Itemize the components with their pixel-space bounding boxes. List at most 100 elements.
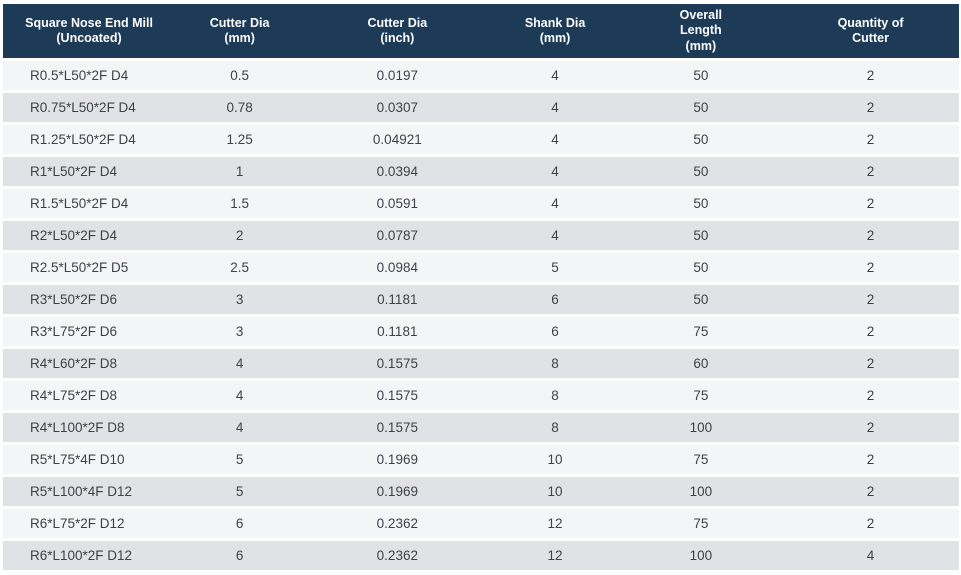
cell-model: R2*L50*2F D4 xyxy=(3,220,176,250)
cell-model: R5*L75*4F D10 xyxy=(3,444,176,474)
cell-cutter-dia-mm: 4 xyxy=(175,380,305,410)
cell-cutter-dia-inch: 0.2362 xyxy=(304,540,491,570)
cell-shank-dia: 4 xyxy=(490,92,620,122)
cell-model: R5*L100*4F D12 xyxy=(3,476,176,506)
cell-quantity: 2 xyxy=(782,252,959,282)
table-row: R6*L100*2F D12 6 0.2362 12 100 4 xyxy=(3,540,959,570)
cell-cutter-dia-mm: 0.78 xyxy=(175,92,305,122)
cell-overall-length: 50 xyxy=(619,156,783,186)
cell-overall-length: 100 xyxy=(619,412,783,442)
cell-cutter-dia-inch: 0.0787 xyxy=(304,220,491,250)
table-header: Square Nose End Mill (Uncoated) Cutter D… xyxy=(3,4,959,58)
table-row: R4*L100*2F D8 4 0.1575 8 100 2 xyxy=(3,412,959,442)
table-row: R1*L50*2F D4 1 0.0394 4 50 2 xyxy=(3,156,959,186)
cell-cutter-dia-inch: 0.1575 xyxy=(304,412,491,442)
end-mill-spec-table: Square Nose End Mill (Uncoated) Cutter D… xyxy=(3,1,959,573)
header-row: Square Nose End Mill (Uncoated) Cutter D… xyxy=(3,4,959,58)
cell-shank-dia: 4 xyxy=(490,60,620,90)
cell-model: R0.75*L50*2F D4 xyxy=(3,92,176,122)
cell-shank-dia: 8 xyxy=(490,412,620,442)
cell-cutter-dia-inch: 0.1181 xyxy=(304,316,491,346)
cell-cutter-dia-inch: 0.0591 xyxy=(304,188,491,218)
cell-model: R4*L75*2F D8 xyxy=(3,380,176,410)
cell-cutter-dia-mm: 0.5 xyxy=(175,60,305,90)
cell-overall-length: 75 xyxy=(619,380,783,410)
table-row: R4*L75*2F D8 4 0.1575 8 75 2 xyxy=(3,380,959,410)
cell-quantity: 2 xyxy=(782,444,959,474)
header-quantity: Quantity of Cutter xyxy=(782,4,959,58)
cell-quantity: 2 xyxy=(782,348,959,378)
cell-overall-length: 50 xyxy=(619,220,783,250)
header-shank-dia: Shank Dia (mm) xyxy=(490,4,620,58)
cell-cutter-dia-mm: 2 xyxy=(175,220,305,250)
cell-cutter-dia-mm: 3 xyxy=(175,316,305,346)
cell-cutter-dia-mm: 6 xyxy=(175,540,305,570)
cell-overall-length: 50 xyxy=(619,252,783,282)
cell-shank-dia: 8 xyxy=(490,380,620,410)
cell-shank-dia: 8 xyxy=(490,348,620,378)
cell-quantity: 2 xyxy=(782,220,959,250)
cell-shank-dia: 4 xyxy=(490,220,620,250)
cell-cutter-dia-inch: 0.1575 xyxy=(304,380,491,410)
cell-model: R0.5*L50*2F D4 xyxy=(3,60,176,90)
cell-shank-dia: 6 xyxy=(490,284,620,314)
cell-shank-dia: 12 xyxy=(490,508,620,538)
cell-cutter-dia-mm: 5 xyxy=(175,444,305,474)
table-row: R6*L75*2F D12 6 0.2362 12 75 2 xyxy=(3,508,959,538)
cell-cutter-dia-inch: 0.1181 xyxy=(304,284,491,314)
cell-model: R6*L100*2F D12 xyxy=(3,540,176,570)
cell-overall-length: 50 xyxy=(619,92,783,122)
cell-quantity: 2 xyxy=(782,380,959,410)
cell-shank-dia: 4 xyxy=(490,156,620,186)
header-product: Square Nose End Mill (Uncoated) xyxy=(3,4,176,58)
cell-overall-length: 75 xyxy=(619,316,783,346)
cell-shank-dia: 10 xyxy=(490,444,620,474)
table-row: R3*L75*2F D6 3 0.1181 6 75 2 xyxy=(3,316,959,346)
cell-model: R3*L75*2F D6 xyxy=(3,316,176,346)
cell-cutter-dia-inch: 0.1969 xyxy=(304,476,491,506)
cell-quantity: 2 xyxy=(782,124,959,154)
cell-shank-dia: 10 xyxy=(490,476,620,506)
cell-cutter-dia-inch: 0.0197 xyxy=(304,60,491,90)
cell-cutter-dia-mm: 2.5 xyxy=(175,252,305,282)
cell-overall-length: 100 xyxy=(619,540,783,570)
table-body: R0.5*L50*2F D4 0.5 0.0197 4 50 2 R0.75*L… xyxy=(3,60,959,570)
cell-cutter-dia-mm: 1.25 xyxy=(175,124,305,154)
cell-shank-dia: 4 xyxy=(490,188,620,218)
cell-overall-length: 75 xyxy=(619,444,783,474)
table-row: R2*L50*2F D4 2 0.0787 4 50 2 xyxy=(3,220,959,250)
cell-model: R4*L100*2F D8 xyxy=(3,412,176,442)
cell-cutter-dia-inch: 0.04921 xyxy=(304,124,491,154)
table-row: R5*L100*4F D12 5 0.1969 10 100 2 xyxy=(3,476,959,506)
cell-quantity: 2 xyxy=(782,412,959,442)
cell-shank-dia: 4 xyxy=(490,124,620,154)
table-row: R4*L60*2F D8 4 0.1575 8 60 2 xyxy=(3,348,959,378)
cell-model: R1*L50*2F D4 xyxy=(3,156,176,186)
cell-cutter-dia-mm: 3 xyxy=(175,284,305,314)
cell-cutter-dia-mm: 1.5 xyxy=(175,188,305,218)
cell-overall-length: 100 xyxy=(619,476,783,506)
cell-overall-length: 50 xyxy=(619,124,783,154)
cell-model: R2.5*L50*2F D5 xyxy=(3,252,176,282)
header-overall-length: Overall Length (mm) xyxy=(619,4,783,58)
cell-quantity: 2 xyxy=(782,476,959,506)
cell-model: R1.5*L50*2F D4 xyxy=(3,188,176,218)
cell-model: R3*L50*2F D6 xyxy=(3,284,176,314)
cell-quantity: 4 xyxy=(782,540,959,570)
cell-overall-length: 75 xyxy=(619,508,783,538)
cell-cutter-dia-mm: 4 xyxy=(175,348,305,378)
cell-quantity: 2 xyxy=(782,508,959,538)
table-row: R0.75*L50*2F D4 0.78 0.0307 4 50 2 xyxy=(3,92,959,122)
cell-quantity: 2 xyxy=(782,316,959,346)
cell-model: R6*L75*2F D12 xyxy=(3,508,176,538)
cell-cutter-dia-mm: 1 xyxy=(175,156,305,186)
table-row: R2.5*L50*2F D5 2.5 0.0984 5 50 2 xyxy=(3,252,959,282)
cell-model: R4*L60*2F D8 xyxy=(3,348,176,378)
cell-cutter-dia-inch: 0.0307 xyxy=(304,92,491,122)
cell-quantity: 2 xyxy=(782,188,959,218)
cell-cutter-dia-mm: 4 xyxy=(175,412,305,442)
cell-cutter-dia-mm: 5 xyxy=(175,476,305,506)
cell-quantity: 2 xyxy=(782,60,959,90)
table-row: R1.25*L50*2F D4 1.25 0.04921 4 50 2 xyxy=(3,124,959,154)
